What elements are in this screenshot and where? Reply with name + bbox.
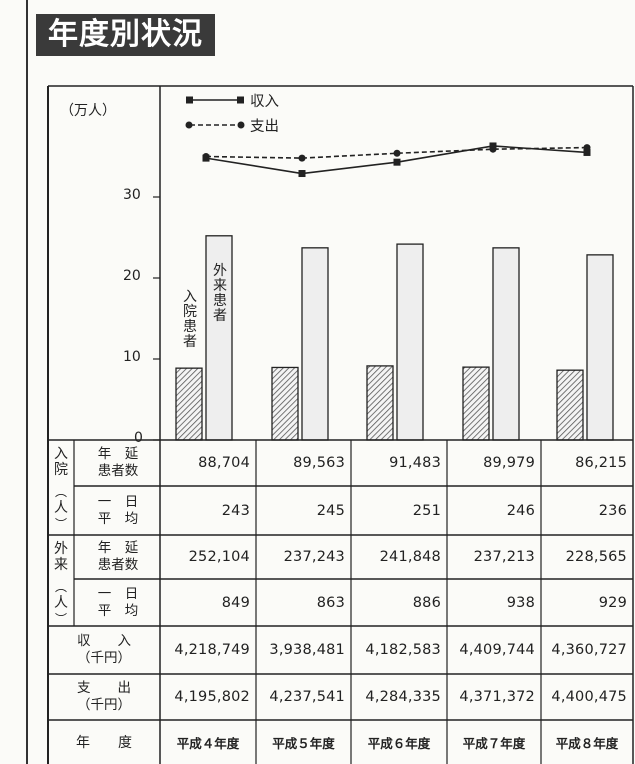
- bar-outpatient: [492, 247, 520, 441]
- y-tick-label: 0: [134, 430, 143, 446]
- bar-outpatient: [301, 247, 329, 441]
- year-label: 平成４年度: [176, 735, 240, 751]
- legend-expenditure-label: 支出: [250, 119, 279, 135]
- bar-inpatient: [556, 369, 584, 441]
- table-cell: 4,284,335: [365, 689, 441, 705]
- table-cell: 849: [221, 594, 250, 611]
- marker-income: [298, 170, 306, 178]
- bar-inpatient: [462, 366, 490, 441]
- table-row-label: 年 延患者数: [97, 540, 139, 573]
- table-cell: 241,848: [379, 549, 441, 565]
- table-cell: 4,400,475: [551, 689, 627, 705]
- table-cell: 86,215: [575, 455, 627, 471]
- year-label: 平成５年度: [272, 735, 335, 751]
- marker-income: [393, 158, 401, 166]
- table-row-label: 一 日平 均: [97, 493, 139, 527]
- table-cell: 4,237,541: [269, 689, 345, 705]
- table-cell: 228,565: [565, 549, 627, 565]
- table-cell: 4,195,802: [174, 689, 250, 705]
- table-cell: 89,563: [293, 455, 345, 471]
- table-cell: 88,704: [198, 455, 250, 471]
- table-group-label: 入院 ︵ 人 ︶: [54, 446, 68, 531]
- table-cell: 246: [506, 502, 535, 519]
- table-row-label: 年 延患者数: [97, 446, 139, 479]
- bar-outpatient: [396, 243, 424, 441]
- table-cell: 4,218,749: [174, 642, 250, 658]
- table-cell: 252,104: [188, 549, 250, 565]
- table-cell: 4,409,744: [459, 642, 535, 658]
- table-cell: 251: [412, 502, 441, 519]
- legend-income-marker: [237, 96, 244, 104]
- table-cell: 89,979: [483, 455, 535, 471]
- year-header-label: 年 度: [76, 735, 132, 751]
- marker-expenditure: [583, 144, 591, 152]
- table-cell: 863: [316, 594, 345, 611]
- marker-income: [583, 148, 591, 156]
- page-margin-rule: [26, 0, 28, 764]
- table-row-label: 支 出（千円）: [77, 680, 131, 713]
- marker-expenditure: [202, 153, 210, 160]
- legend-income-marker: [186, 96, 193, 104]
- marker-expenditure: [489, 145, 497, 153]
- table-cell: 237,213: [473, 549, 535, 565]
- table-row-label: 収 入（千円）: [77, 633, 131, 666]
- table-cell: 237,243: [283, 549, 345, 565]
- year-label: 平成７年度: [462, 735, 526, 751]
- table-cell: 245: [316, 502, 345, 519]
- table-cell: 3,938,481: [269, 642, 345, 658]
- table-cell: 4,371,372: [459, 689, 535, 705]
- legend-expenditure-marker: [237, 121, 245, 129]
- inpatient-bar-label: 入院患者: [183, 289, 197, 350]
- table-cell: 886: [412, 594, 441, 611]
- marker-expenditure: [298, 154, 306, 162]
- table-cell: 938: [506, 594, 535, 611]
- table-cell: 236: [598, 502, 627, 519]
- marker-expenditure: [393, 149, 401, 157]
- bar-inpatient: [366, 365, 394, 441]
- page-title: 年度別状況: [36, 14, 215, 56]
- table-row-label: 一 日平 均: [97, 585, 139, 619]
- year-label: 平成６年度: [367, 735, 431, 751]
- table-cell: 4,360,727: [551, 642, 627, 658]
- bar-inpatient: [271, 366, 299, 441]
- table-cell: 4,182,583: [365, 642, 441, 658]
- year-label: 平成８年度: [555, 735, 619, 751]
- bar-inpatient: [175, 367, 203, 441]
- table-cell: 243: [221, 502, 250, 519]
- table-cell: 929: [598, 594, 627, 611]
- line-expenditure: [205, 146, 588, 159]
- table-cell: 91,483: [389, 455, 441, 471]
- y-tick-label: 30: [123, 187, 141, 203]
- y-tick-label: 10: [123, 349, 141, 365]
- y-tick-label: 20: [123, 268, 141, 284]
- legend-income-label: 収入: [250, 94, 279, 110]
- table-group-label: 外来 ︵ 人 ︶: [54, 541, 68, 626]
- legend-expenditure-marker: [185, 121, 193, 129]
- outpatient-bar-label: 外来患者: [213, 263, 227, 324]
- bar-outpatient: [586, 254, 614, 441]
- y-unit-label: （万人）: [60, 103, 116, 119]
